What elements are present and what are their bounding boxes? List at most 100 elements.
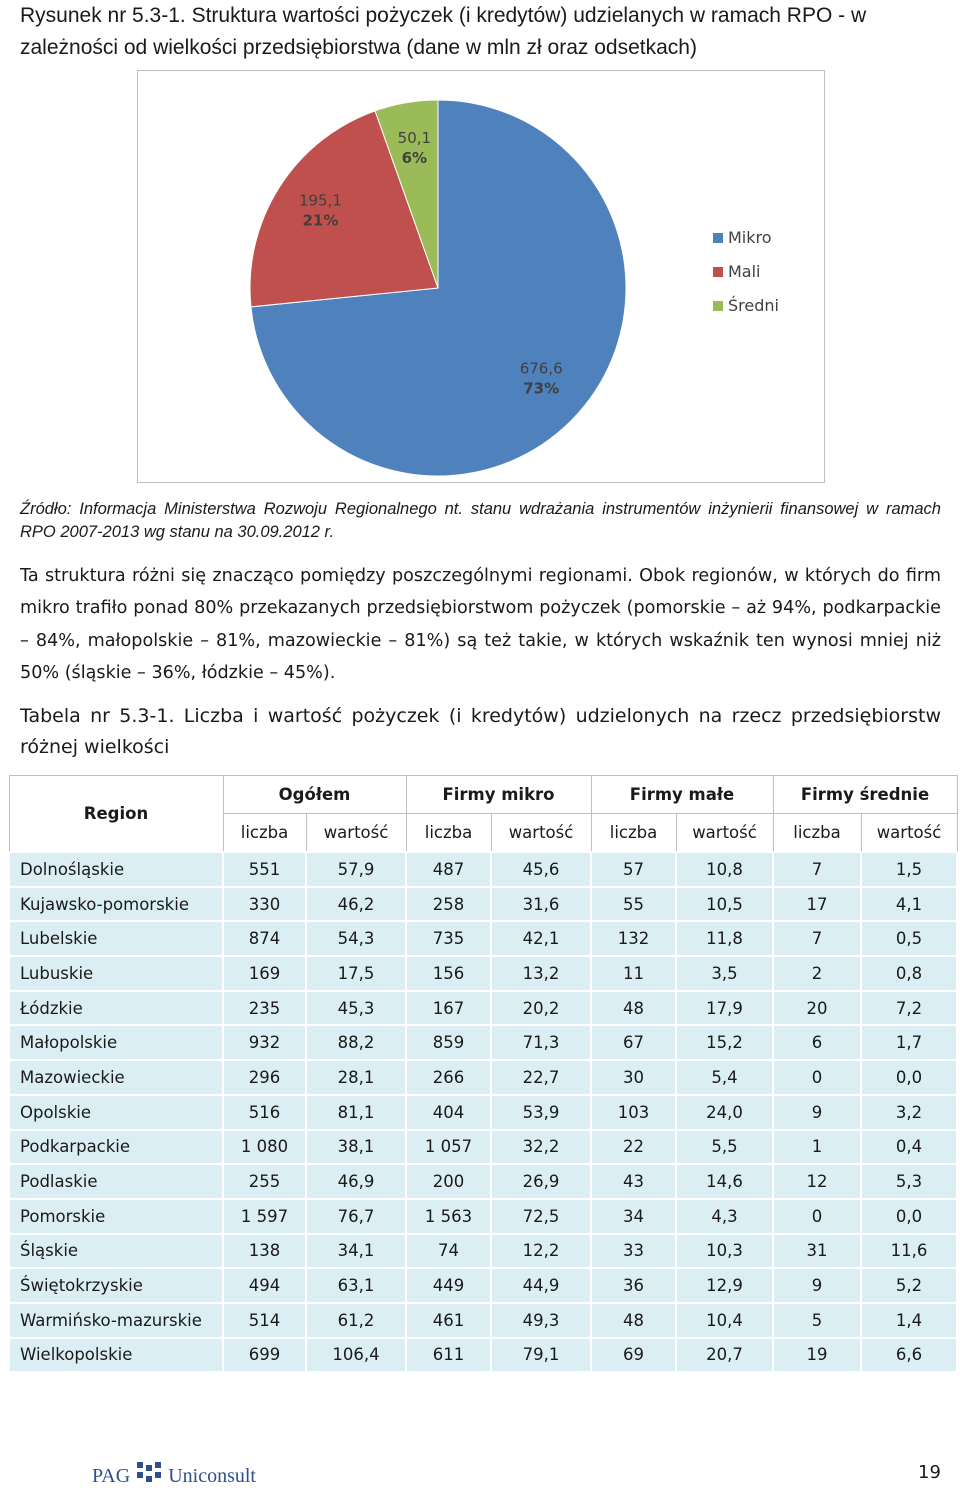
sub-header: wartość [305, 813, 407, 853]
value-cell: 7 [772, 920, 862, 958]
value-cell: 1,7 [860, 1024, 958, 1062]
value-cell: 17,9 [675, 989, 774, 1027]
value-cell: 0,4 [860, 1128, 958, 1166]
value-cell: 45,6 [490, 851, 592, 888]
value-cell: 611 [405, 1336, 492, 1374]
data-table: Region Ogółem Firmy mikro Firmy małe Firmy ś… [8, 775, 958, 1374]
value-cell: 76,7 [305, 1197, 407, 1235]
value-cell: 44,9 [490, 1267, 592, 1304]
value-cell: 494 [222, 1267, 307, 1304]
value-cell: 53,9 [490, 1093, 592, 1131]
value-cell: 34 [590, 1197, 677, 1235]
region-cell: Świętokrzyskie [8, 1267, 224, 1304]
value-cell: 5,2 [860, 1267, 958, 1304]
table-row: Lubuskie 169 17,5 156 13,2 11 3,5 2 0,8 [8, 955, 958, 992]
value-cell: 11 [590, 955, 677, 992]
table-row: Warmińsko-mazurskie 514 61,2 461 49,3 48 10,4 5… [8, 1301, 958, 1339]
value-cell: 57,9 [305, 851, 407, 888]
value-cell: 859 [405, 1024, 492, 1062]
region-cell: Pomorskie [8, 1197, 224, 1235]
region-cell: Lubelskie [8, 920, 224, 958]
value-cell: 6,6 [860, 1336, 958, 1374]
value-cell: 61,2 [305, 1301, 407, 1339]
value-cell: 266 [405, 1059, 492, 1096]
value-cell: 11,8 [675, 920, 774, 958]
value-cell: 46,9 [305, 1163, 407, 1200]
sub-header: liczba [590, 813, 677, 853]
value-cell: 4,3 [675, 1197, 774, 1235]
value-cell: 72,5 [490, 1197, 592, 1235]
table-row: Łódzkie 235 45,3 167 20,2 48 17,9 20 7,2 [8, 989, 958, 1027]
table-row: Podkarpackie 1 080 38,1 1 057 32,2 22 5,5 1 0,4 [8, 1128, 958, 1166]
region-cell: Małopolskie [8, 1024, 224, 1062]
legend-label: Mikro [728, 228, 772, 247]
group-header: Firmy mikro [405, 775, 592, 814]
table-row: Śląskie 138 34,1 74 12,2 33 10,3 31 11,6 [8, 1232, 958, 1270]
value-cell: 169 [222, 955, 307, 992]
chart-frame: 676,6 73% 195,1 21% 50,1 6% Mikro Mali Średni [137, 70, 825, 483]
value-cell: 5,5 [675, 1128, 774, 1166]
table-row: Małopolskie 932 88,2 859 71,3 67 15,2 6 1,7 [8, 1024, 958, 1062]
table-row: Świętokrzyskie 494 63,1 449 44,9 36 12,9 9 5,2 [8, 1267, 958, 1304]
table-row: Lubelskie 874 54,3 735 42,1 132 11,8 7 0,5 [8, 920, 958, 958]
value-cell: 38,1 [305, 1128, 407, 1166]
value-cell: 32,2 [490, 1128, 592, 1166]
value-label: 676,6 [520, 359, 563, 377]
figure-caption: Rysunek nr 5.3-1. Struktura wartości poż… [20, 4, 867, 59]
sub-header: liczba [222, 813, 307, 853]
value-cell: 20,7 [675, 1336, 774, 1374]
value-cell: 932 [222, 1024, 307, 1062]
table-row: Dolnośląskie 551 57,9 487 45,6 57 10,8 7 1,5 [8, 851, 958, 888]
value-cell: 6 [772, 1024, 862, 1062]
value-cell: 200 [405, 1163, 492, 1200]
value-cell: 3,5 [675, 955, 774, 992]
value-cell: 28,1 [305, 1059, 407, 1096]
table-row: Opolskie 516 81,1 404 53,9 103 24,0 9 3,2 [8, 1093, 958, 1131]
footer-logo: PAG Uniconsult [92, 1460, 256, 1488]
region-cell: Wielkopolskie [8, 1336, 224, 1374]
value-cell: 69 [590, 1336, 677, 1374]
value-cell: 17,5 [305, 955, 407, 992]
page-number: 19 [918, 1462, 941, 1483]
value-cell: 42,1 [490, 920, 592, 958]
value-label: 50,1 [398, 129, 431, 147]
value-cell: 19 [772, 1336, 862, 1374]
sub-header: liczba [772, 813, 862, 853]
value-cell: 48 [590, 1301, 677, 1339]
value-cell: 10,4 [675, 1301, 774, 1339]
value-cell: 88,2 [305, 1024, 407, 1062]
value-cell: 45,3 [305, 989, 407, 1027]
value-cell: 0,5 [860, 920, 958, 958]
value-cell: 9 [772, 1267, 862, 1304]
logo-text: Uniconsult [168, 1465, 256, 1487]
value-cell: 20,2 [490, 989, 592, 1027]
value-cell: 7 [772, 851, 862, 888]
region-cell: Dolnośląskie [8, 851, 224, 888]
value-cell: 0 [772, 1197, 862, 1235]
value-cell: 0,0 [860, 1197, 958, 1235]
value-cell: 20 [772, 989, 862, 1027]
value-cell: 12 [772, 1163, 862, 1200]
legend-label: Mali [728, 262, 761, 281]
value-cell: 551 [222, 851, 307, 888]
value-cell: 1 080 [222, 1128, 307, 1166]
region-cell: Podkarpackie [8, 1128, 224, 1166]
value-cell: 516 [222, 1093, 307, 1131]
table-row: Kujawsko-pomorskie 330 46,2 258 31,6 55 10,5 17… [8, 885, 958, 923]
value-cell: 330 [222, 885, 307, 923]
value-cell: 4,1 [860, 885, 958, 923]
value-cell: 296 [222, 1059, 307, 1096]
value-cell: 1 [772, 1128, 862, 1166]
region-cell: Lubuskie [8, 955, 224, 992]
value-cell: 26,9 [490, 1163, 592, 1200]
legend-swatch [713, 233, 723, 243]
value-cell: 156 [405, 955, 492, 992]
value-cell: 5,4 [675, 1059, 774, 1096]
value-cell: 0,8 [860, 955, 958, 992]
value-cell: 24,0 [675, 1093, 774, 1131]
value-cell: 0 [772, 1059, 862, 1096]
value-cell: 258 [405, 885, 492, 923]
region-cell: Opolskie [8, 1093, 224, 1131]
value-cell: 514 [222, 1301, 307, 1339]
header-cell: Region [8, 775, 224, 853]
